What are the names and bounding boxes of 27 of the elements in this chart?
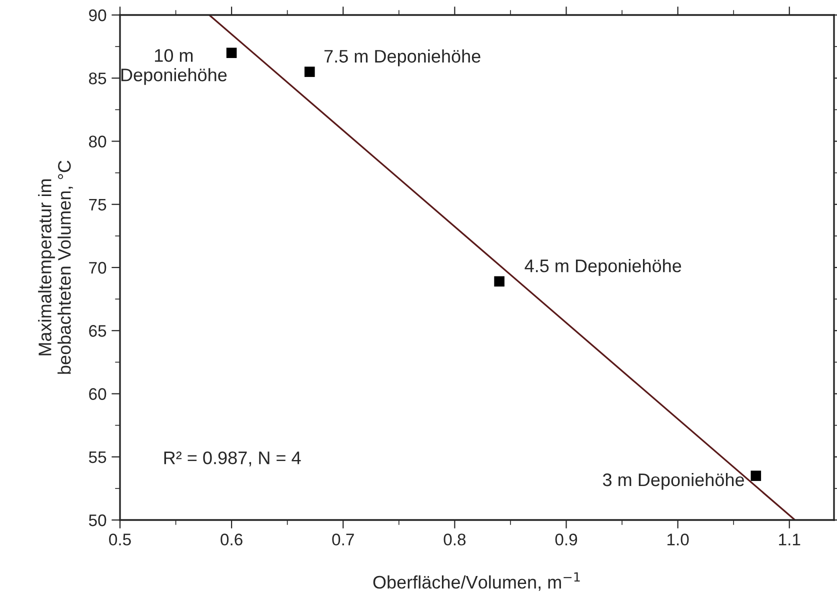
y-tick-label: 85 <box>88 72 106 84</box>
x-tick-label: 1.0 <box>668 534 689 546</box>
y-tick-label: 90 <box>89 9 106 22</box>
annotation: 3 m Deponiehöhe <box>602 472 744 490</box>
annotation: 7.5 m Deponiehöhe <box>324 49 480 66</box>
x-tick-label: 0.8 <box>444 534 466 546</box>
y-tick-label: 50 <box>88 514 106 526</box>
y-tick-label: 80 <box>88 136 106 148</box>
x-tick-label: 0.7 <box>332 534 354 546</box>
x-tick-label: 0.6 <box>220 534 242 546</box>
y-axis-title: Maximaltemperatur im beobachteten Volumen, °C <box>38 160 73 374</box>
y-tick-label: 60 <box>89 388 106 400</box>
y-tick-label: 65 <box>89 325 106 337</box>
x-axis-title: Oberfläche/Volumen, m$^{−1}$ <box>373 572 580 591</box>
y-tick-label: 55 <box>88 451 106 464</box>
annotation: 4.5 m Deponiehöhe <box>524 259 682 276</box>
annotation: 10 m Deponiehöhe <box>121 49 227 85</box>
y-tick-label: 70 <box>89 262 106 274</box>
point <box>750 470 762 481</box>
x-tick-label: 1.1 <box>779 534 800 546</box>
point <box>494 276 504 287</box>
x-tick-label: 0.5 <box>109 534 131 546</box>
point <box>304 66 315 77</box>
point <box>226 48 237 58</box>
x-tick-label: 0.9 <box>555 534 578 546</box>
y-tick-label: 75 <box>89 198 106 211</box>
annotation: R² = 0.987, N = 4 <box>164 451 301 466</box>
